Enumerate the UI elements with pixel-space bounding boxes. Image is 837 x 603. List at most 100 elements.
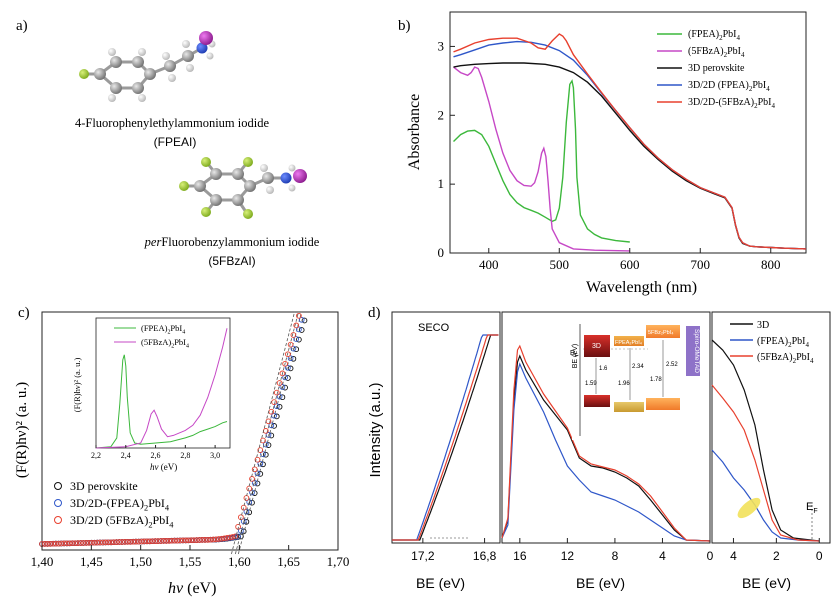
panel-c-marker-2-56 [193,537,200,543]
panel-c-label: c) [18,305,30,321]
panel-d-mid-xtick-label-2: 8 [612,549,619,563]
panel-c-marker-2-88 [282,360,288,367]
panel-c-xtick-label-1: 1,45 [80,554,103,569]
panel-c-marker-2-30 [122,539,128,545]
panel-c-marker-2-8 [61,540,67,547]
panel-c-marker-2-51 [180,537,186,544]
panel-c-marker-2-42 [155,538,161,544]
panel-d-series-group [392,334,820,542]
panel-d-legend: 3D (FPEA)2PbI4 (5FBzA)2PbI4 [730,320,814,365]
panel-c-marker-0-88 [282,384,288,391]
panel-c-marker-2-35 [135,538,142,545]
energy-value-4: 2.52 [666,362,678,368]
panel-d-seco-line-2 [392,334,499,541]
panel-c-marker-2-21 [97,539,103,546]
panel-d-mid-xtick-label-3: 4 [659,549,666,563]
panel-c-marker-2-23 [102,539,109,546]
energy-diagram-ef-main: E [570,350,575,357]
panel-c-marker-1-90 [287,355,294,362]
panel-d-mid-line-2 [501,344,711,542]
panel-c-marker-2-10 [66,540,73,547]
molecule-2-name-italic: per [144,235,162,249]
panel-c-inset-xtick-label-2: 2,6 [151,451,161,460]
panel-c-marker-2-57 [196,537,203,543]
panel-c-legend-label-2: 3D/2D (5FBzA)2PbI4 [70,513,174,530]
panel-b: b) 400 500 600 700 800 0 1 2 3 (FPEA)2PbI4 (5FBzA… [398,11,807,296]
panel-b-axes-group: 400 500 600 700 800 0 1 2 3 [438,38,781,272]
iodine-atom [199,31,213,45]
panel-c-inset-xtick-label-4: 3,0 [210,451,220,460]
panel-c-marker-2-63 [213,536,219,543]
panel-c-marker-2-25 [108,539,114,546]
panel-c-marker-1-81 [262,441,269,448]
panel-b-legend-label-4: 3D/2D-(5FBzA)2PbI4 [688,97,776,110]
panel-c-xtick-label-3: 1,55 [179,554,202,569]
panel-c-xlabel: hν (eV) [168,580,216,597]
panel-c-marker-2-40 [149,538,156,545]
panel-c-marker-2-43 [157,538,164,544]
panel-c-xtick-label-4: 1,60 [228,554,251,569]
panel-b-xlabel: Wavelength (nm) [586,279,697,296]
panel-c: c) 1,40 1,45 1,50 1,55 1,60 1,65 1,70 3D perov… [14,305,349,597]
energy-spiro-box [686,326,700,376]
panel-b-ytick-label-1: 1 [438,176,445,191]
panel-c-inset-series-group [95,328,228,449]
panel-b-xtick-label-1: 500 [550,257,570,272]
panel-c-marker-2-67 [224,535,230,541]
panel-c-inset-xtick-label-3: 2,8 [180,451,190,460]
energy-box-3d: 3D [592,343,601,350]
panel-c-marker-2-59 [202,537,208,543]
panel-c-marker-2-13 [75,540,81,546]
energy-5fbz-cb-box [646,325,680,338]
panel-d-mid-line-0 [501,354,711,542]
panel-c-marker-1-79 [257,460,264,467]
panel-c-marker-0-92 [293,346,300,353]
panel-d-mid-line-1 [501,362,711,542]
panel-c-marker-1-74 [243,508,250,515]
panel-d-label: d) [368,305,381,321]
panel-c-marker-2-20 [94,539,101,546]
panel-c-marker-1-85 [273,403,280,410]
energy-box-spiro: Spiro-OMeTAD [693,329,700,373]
panel-b-xtick-label-2: 600 [620,257,640,272]
panel-c-marker-2-44 [160,538,167,544]
panel-c-marker-2-27 [113,539,120,545]
panel-d-right-line-0 [711,339,820,542]
molecule-2-name: perFluorobenzylammonium iodide [144,235,320,249]
fluorine-atom [79,69,89,79]
panel-c-xtick-label-6: 1,70 [327,554,350,569]
panel-c-marker-1-94 [298,316,305,323]
panel-c-marker-2-47 [168,537,175,544]
energy-box-fpea: FPEA₂PbI₄ [615,340,643,346]
panel-c-marker-1-78 [254,470,261,477]
panel-c-marker-2-50 [177,537,183,544]
panel-c-marker-0-79 [257,471,264,477]
panel-c-marker-2-77 [251,466,258,473]
energy-value-1: 1.59 [585,381,597,387]
panel-c-marker-0-91 [290,355,297,362]
panel-c-marker-1-92 [293,336,300,342]
energy-value-0: 1.6 [599,366,608,372]
panel-b-ytick-label-0: 0 [438,245,445,260]
panel-c-marker-2-64 [215,536,222,542]
panel-d-right-xlabel: BE (eV) [742,575,791,591]
panel-c-marker-2-53 [185,537,192,544]
panel-c-marker-2-55 [191,537,197,544]
panel-c-marker-2-9 [64,540,70,547]
panel-c-marker-2-87 [279,370,286,377]
energy-fpea-cb-box [614,336,644,346]
panel-c-marker-2-36 [138,538,145,545]
panel-b-series-group [453,33,807,252]
panel-c-marker-2-26 [110,539,117,546]
molecule-2-name-rest: Fluorobenzylammonium iodide [161,235,319,249]
panel-c-marker-2-54 [188,537,195,544]
panel-c-marker-2-19 [91,539,98,546]
panel-c-marker-1-80 [260,451,266,457]
panel-c-marker-2-6 [55,540,62,547]
panel-c-marker-2-16 [83,540,90,546]
panel-b-series-line-0 [453,79,630,243]
panel-d-right-line-1 [711,449,820,542]
panel-d-highlight-marker [737,497,761,519]
panel-c-marker-2-84 [271,399,277,405]
